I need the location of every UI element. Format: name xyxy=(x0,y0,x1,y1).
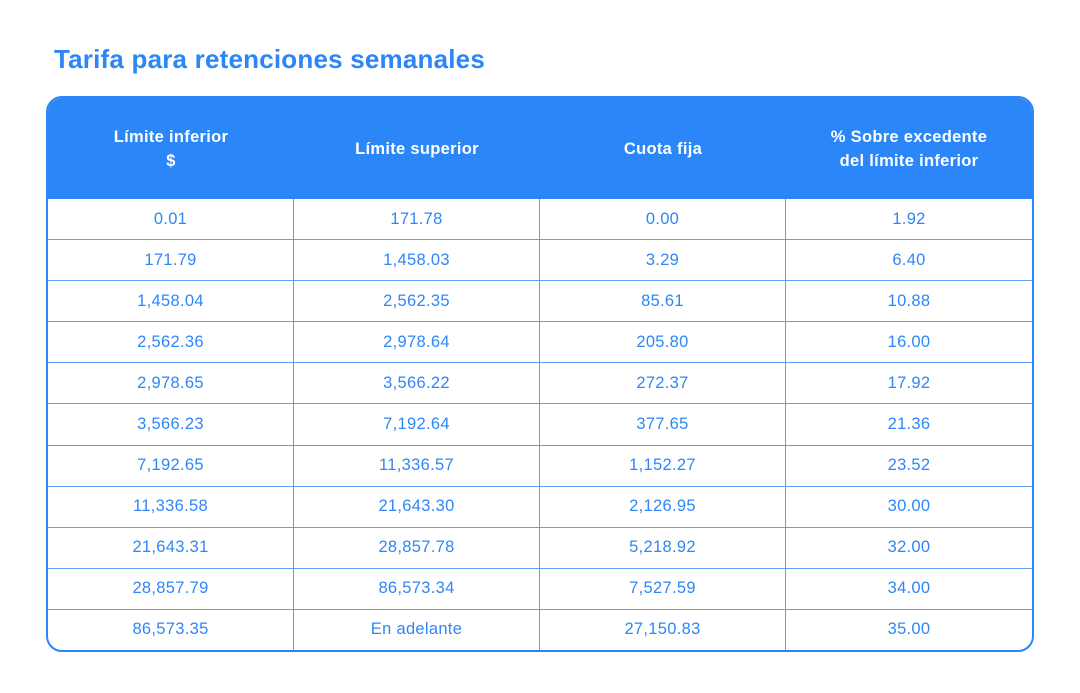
table-cell: En adelante xyxy=(294,609,540,650)
table-cell: 2,978.64 xyxy=(294,322,540,363)
table-cell: 2,562.36 xyxy=(48,322,294,363)
table-cell: 34.00 xyxy=(887,579,931,598)
table-cell: 171.78 xyxy=(294,199,540,240)
table-cell: 32.00 xyxy=(887,538,931,557)
table-row: 1,458.04 2,562.35 85.61 10.88 xyxy=(48,280,1032,322)
table-cell: 171.79 xyxy=(48,240,294,281)
table-row: 86,573.35 En adelante 27,150.83 35.00 xyxy=(48,608,1032,650)
table-cell: 86,573.35 xyxy=(48,609,294,650)
table-cell: 7,192.64 xyxy=(294,404,540,445)
table-cell: 2,126.95 xyxy=(540,486,786,527)
table-cell: 7,527.59 xyxy=(540,568,786,609)
table-cell: 27,150.83 xyxy=(540,609,786,650)
table-cell: 11,336.58 xyxy=(48,486,294,527)
column-header-line: $ xyxy=(166,151,176,170)
table-cell: 3.29 xyxy=(540,240,786,281)
table-cell: 7,192.65 xyxy=(48,445,294,486)
table-cell: 1,458.03 xyxy=(294,240,540,281)
table-cell: 28,857.78 xyxy=(294,527,540,568)
table-row: 21,643.31 28,857.78 5,218.92 32.00 xyxy=(48,526,1032,568)
table-cell: 1,152.27 xyxy=(540,445,786,486)
table-cell: 86,573.34 xyxy=(294,568,540,609)
table-cell: 0.01 xyxy=(48,199,294,240)
column-header-line: Límite superior xyxy=(355,139,479,158)
table-row: 7,192.65 11,336.57 1,152.27 23.52 xyxy=(48,444,1032,486)
table-cell: 21,643.31 xyxy=(48,527,294,568)
column-header: Límite superior xyxy=(294,98,540,199)
table-cell: 21.36 xyxy=(887,415,931,434)
table-cell: 35.00 xyxy=(887,620,931,639)
table-row: 28,857.79 86,573.34 7,527.59 34.00 xyxy=(48,567,1032,609)
table-cell: 205.80 xyxy=(540,322,786,363)
table-header-row: Límite inferior $ Límite superior Cuota fij… xyxy=(48,98,1032,199)
table-row: 0.01 171.78 0.00 1.92 xyxy=(48,199,1032,240)
table-cell: 1.92 xyxy=(892,209,926,228)
column-header-line: % Sobre excedente xyxy=(830,127,988,146)
table-cell: 21,643.30 xyxy=(294,486,540,527)
table-row: 171.79 1,458.03 3.29 6.40 xyxy=(48,239,1032,281)
table-cell: 2,978.65 xyxy=(48,363,294,404)
table-cell: 11,336.57 xyxy=(294,445,540,486)
table-cell: 85.61 xyxy=(540,281,786,322)
page-title: Tarifa para retenciones semanales xyxy=(54,44,485,74)
table-cell: 3,566.22 xyxy=(294,363,540,404)
tax-rate-table: Límite inferior $ Límite superior Cuota fij… xyxy=(46,96,1034,652)
table-cell: 272.37 xyxy=(540,363,786,404)
table-cell: 1,458.04 xyxy=(48,281,294,322)
column-header: Cuota fija xyxy=(540,98,786,199)
table-body: 0.01 171.78 0.00 1.92 171.79 1,458.03 3.29 6.40… xyxy=(48,199,1032,650)
table-cell: 10.88 xyxy=(887,291,931,310)
column-header: Límite inferior $ xyxy=(48,98,294,199)
column-header: % Sobre excedente del límite inferior xyxy=(786,98,1032,199)
table-cell: 0.00 xyxy=(540,199,786,240)
table-cell: 377.65 xyxy=(540,404,786,445)
table-cell: 17.92 xyxy=(887,373,931,392)
table-cell: 6.40 xyxy=(892,250,926,269)
table-cell: 3,566.23 xyxy=(48,404,294,445)
column-header-line: del límite inferior xyxy=(839,151,979,170)
table-cell: 16.00 xyxy=(887,332,931,351)
table-row: 3,566.23 7,192.64 377.65 21.36 xyxy=(48,403,1032,445)
table-cell: 5,218.92 xyxy=(540,527,786,568)
table-row: 2,562.36 2,978.64 205.80 16.00 xyxy=(48,321,1032,363)
table-cell: 23.52 xyxy=(887,456,931,475)
column-header-line: Cuota fija xyxy=(623,139,703,158)
column-header-line: Límite inferior xyxy=(113,127,229,146)
table-row: 11,336.58 21,643.30 2,126.95 30.00 xyxy=(48,485,1032,527)
table-cell: 30.00 xyxy=(887,497,931,516)
table-cell: 2,562.35 xyxy=(294,281,540,322)
table-cell: 28,857.79 xyxy=(48,568,294,609)
table-row: 2,978.65 3,566.22 272.37 17.92 xyxy=(48,362,1032,404)
